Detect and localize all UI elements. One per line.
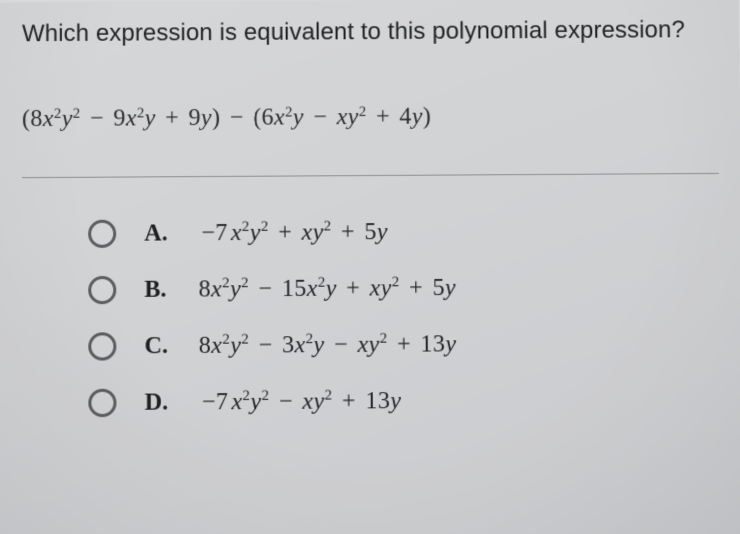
choice-c-label: C. <box>144 332 170 359</box>
radio-b[interactable] <box>88 276 116 304</box>
worksheet-page: Which expression is equivalent to this p… <box>0 0 740 534</box>
radio-a[interactable] <box>88 220 116 248</box>
choice-c-expr: 8x2y2 − 3x2y − xy2 + 13y <box>199 331 457 360</box>
choice-b-expr: 8x2y2 − 15x2y + xy2 + 5y <box>199 274 457 303</box>
choice-b-label: B. <box>144 276 170 303</box>
answer-choices: A. −7x2y2 + xy2 + 5y B. 8x2y2 − 15x2y + … <box>22 216 722 418</box>
choice-d-label: D. <box>145 389 171 416</box>
divider <box>22 173 719 178</box>
main-expression: (8x2y2 − 9x2y + 9y) − (6x2y − xy2 + 4y) <box>22 102 718 133</box>
choice-c[interactable]: C. 8x2y2 − 3x2y − xy2 + 13y <box>88 329 721 361</box>
choice-d[interactable]: D. −7x2y2 − xy2 + 13y <box>88 385 721 417</box>
choice-b[interactable]: B. 8x2y2 − 15x2y + xy2 + 5y <box>88 272 720 304</box>
question-text: Which expression is equivalent to this p… <box>22 16 717 48</box>
choice-a[interactable]: A. −7x2y2 + xy2 + 5y <box>88 216 720 248</box>
choice-a-expr: −7x2y2 + xy2 + 5y <box>198 219 388 247</box>
choice-a-label: A. <box>144 220 170 247</box>
choice-d-expr: −7x2y2 − xy2 + 13y <box>199 387 402 416</box>
radio-d[interactable] <box>88 389 116 417</box>
radio-c[interactable] <box>88 332 116 360</box>
